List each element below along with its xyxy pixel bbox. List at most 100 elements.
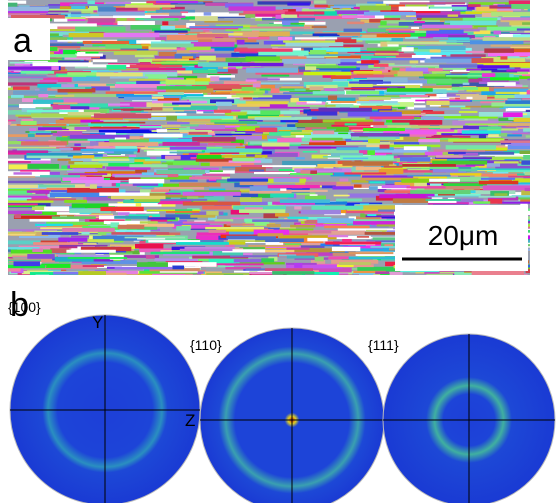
pole-label: {100} — [8, 299, 41, 315]
grain — [125, 237, 186, 239]
grain — [448, 139, 504, 142]
grain — [290, 225, 315, 228]
grain — [166, 80, 195, 84]
grain — [64, 274, 98, 279]
grain — [166, 211, 199, 213]
grain — [319, 108, 372, 112]
grain — [0, 177, 4, 181]
grain — [426, 199, 461, 201]
grain — [160, 271, 198, 273]
grain — [92, 159, 130, 161]
grain — [479, 181, 519, 185]
grain — [27, 254, 54, 259]
grain — [506, 69, 529, 71]
grain — [76, 49, 137, 51]
grain — [462, 130, 501, 133]
grain — [283, 41, 335, 43]
grain — [0, 188, 6, 191]
grain — [411, 98, 449, 100]
grain — [398, 107, 405, 109]
grain — [487, 82, 515, 86]
grain — [151, 252, 210, 254]
grain — [375, 53, 399, 55]
grain — [172, 266, 184, 270]
grain — [87, 0, 94, 4]
grain — [88, 18, 116, 22]
grain — [292, 276, 329, 278]
grain — [287, 256, 315, 259]
grain — [159, 52, 177, 56]
grain — [27, 110, 79, 112]
grain — [255, 128, 277, 133]
grain — [382, 185, 410, 188]
grain — [369, 181, 385, 183]
grain — [190, 215, 215, 218]
grain — [6, 67, 51, 70]
grain — [367, 28, 388, 32]
grain — [13, 277, 64, 281]
grain — [32, 207, 44, 210]
grain — [324, 226, 369, 229]
grain — [302, 138, 310, 142]
grain — [325, 242, 381, 245]
grain — [0, 120, 16, 122]
grain — [40, 88, 47, 91]
grain — [70, 14, 99, 16]
grain — [312, 26, 327, 28]
grain — [157, 86, 207, 89]
grain — [335, 277, 360, 279]
grain — [32, 62, 92, 66]
grain — [526, 135, 557, 137]
grain — [278, 37, 292, 40]
grain — [204, 12, 212, 15]
grain — [338, 66, 356, 68]
grain — [155, 276, 167, 279]
grain — [328, 235, 348, 237]
grain — [13, 86, 30, 89]
grain — [163, 142, 200, 146]
grain — [232, 158, 254, 162]
grain — [411, 126, 463, 129]
grain — [4, 7, 49, 11]
grain — [280, 199, 330, 203]
grain — [93, 59, 118, 62]
grain — [255, 117, 312, 120]
grain — [251, 275, 283, 278]
grain — [175, 116, 233, 119]
grain — [154, 187, 204, 190]
grain — [334, 122, 384, 125]
grain — [271, 88, 280, 93]
grain — [155, 37, 166, 41]
grain — [374, 64, 389, 67]
grain — [524, 172, 557, 175]
grain — [9, 164, 28, 169]
grain — [307, 101, 322, 103]
grain — [393, 198, 430, 203]
grain — [520, 199, 536, 201]
grain — [314, 5, 327, 8]
grain — [135, 55, 154, 58]
grain — [75, 54, 103, 57]
grain — [303, 151, 318, 153]
grain — [422, 25, 472, 29]
grain — [521, 190, 541, 195]
grain — [111, 222, 119, 227]
grain — [475, 168, 530, 170]
grain — [170, 147, 207, 150]
grain — [176, 242, 229, 245]
grain — [400, 157, 431, 161]
grain — [310, 170, 317, 174]
grain — [523, 155, 557, 159]
grain — [165, 156, 181, 160]
grain — [242, 87, 256, 91]
grain — [214, 110, 231, 113]
grain — [245, 14, 255, 18]
grain — [344, 172, 386, 174]
grain — [149, 139, 197, 142]
grain — [268, 185, 320, 188]
grain — [197, 155, 224, 159]
grain — [265, 268, 313, 271]
grain — [483, 37, 533, 41]
grain — [129, 155, 136, 157]
grain — [380, 42, 387, 47]
